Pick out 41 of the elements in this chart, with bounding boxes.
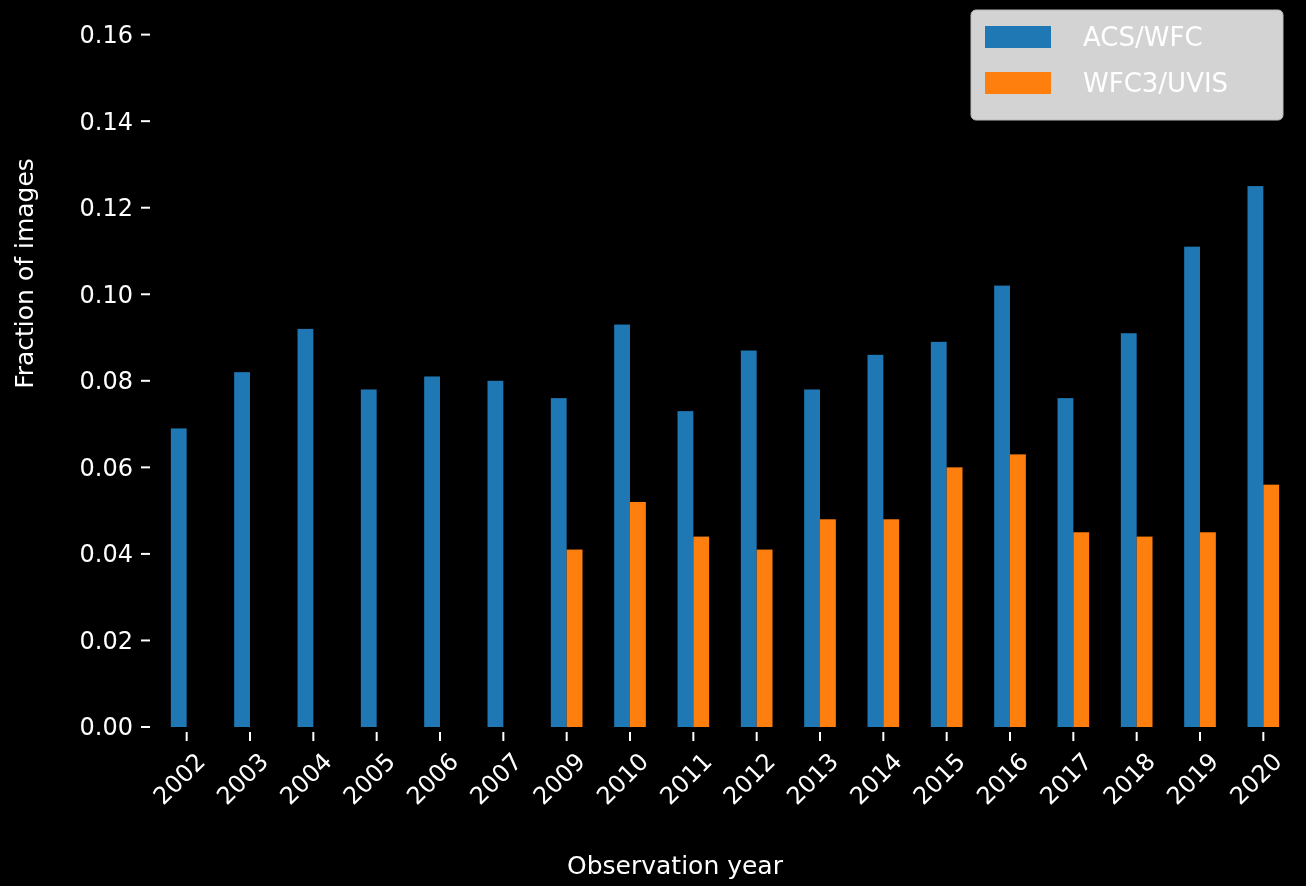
bar (1057, 398, 1074, 727)
bar (297, 328, 314, 727)
bar (614, 324, 630, 727)
y-tick-label: 0.16 (79, 21, 133, 50)
bar (1120, 333, 1137, 727)
bar (820, 519, 836, 727)
y-axis-title: Fraction of images (10, 158, 39, 389)
bar (1184, 246, 1200, 727)
bar (234, 372, 250, 727)
bar (1136, 536, 1153, 727)
y-tick-label: 0.00 (79, 713, 133, 742)
bar (883, 519, 900, 727)
y-tick-label: 0.14 (79, 107, 133, 136)
bar (1073, 532, 1090, 727)
bar (930, 341, 947, 727)
bar (756, 549, 773, 727)
y-tick-label: 0.12 (79, 194, 133, 223)
bar (566, 549, 583, 727)
bar (740, 350, 757, 727)
bar (994, 285, 1010, 727)
y-tick-label: 0.10 (79, 280, 133, 309)
bar (630, 501, 646, 727)
bar (1263, 484, 1280, 727)
bar (867, 354, 884, 727)
bar (693, 536, 710, 727)
y-tick-label: 0.06 (79, 453, 133, 482)
bar (804, 389, 820, 727)
y-tick-label: 0.02 (79, 626, 133, 655)
bar (1247, 186, 1264, 727)
bar (1200, 532, 1216, 727)
bar (360, 389, 377, 727)
bar (170, 428, 187, 727)
bar (677, 411, 694, 727)
bar (1010, 454, 1026, 727)
bar (424, 376, 440, 727)
bar (946, 467, 963, 727)
y-tick-label: 0.04 (79, 540, 133, 569)
x-axis-title: Observation year (567, 851, 784, 880)
bar (550, 398, 567, 727)
y-tick-label: 0.08 (79, 367, 133, 396)
bar (487, 380, 504, 727)
